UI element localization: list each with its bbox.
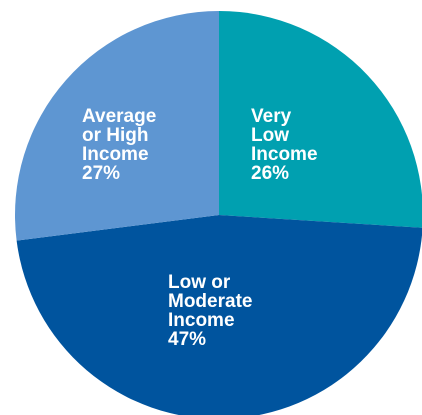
- slice-value-label: 26%: [251, 163, 289, 184]
- slice-category-label: Income: [251, 144, 318, 165]
- pie-slice-3: [15, 11, 219, 241]
- pie-slices: [15, 11, 422, 415]
- slice-category-label: Low or: [168, 272, 231, 293]
- slice-category-label: Income: [168, 310, 235, 331]
- slice-label-3: Average or High Income 27%: [82, 106, 156, 184]
- slice-category-label: Very: [251, 106, 292, 127]
- slice-category-label: or High: [82, 125, 149, 146]
- slice-value-label: 47%: [168, 329, 206, 350]
- slice-category-label: Income: [82, 144, 149, 165]
- slice-category-label: Average: [82, 106, 156, 127]
- pie-slice-2: [16, 215, 422, 415]
- slice-value-label: 27%: [82, 163, 120, 184]
- pie-labels: Very Low Income 26%Low or Moderate Income 47%A…: [82, 106, 318, 350]
- slice-label-2: Low or Moderate Income 47%: [168, 272, 252, 350]
- slice-category-label: Low: [251, 125, 289, 146]
- pie-slice-1: [219, 11, 422, 228]
- slice-category-label: Moderate: [168, 291, 252, 312]
- slice-label-1: Very Low Income 26%: [251, 106, 318, 184]
